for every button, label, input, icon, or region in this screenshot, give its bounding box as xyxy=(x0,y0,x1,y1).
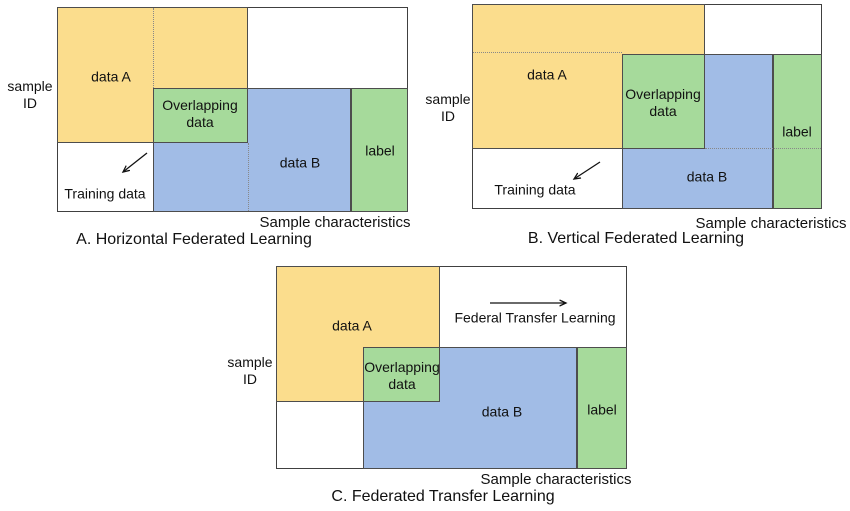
panel-c-data-b-label: data B xyxy=(481,403,523,420)
panel-a-sample-id-line2: ID xyxy=(22,95,37,111)
panel-c-overlap-label-line1: Overlapping xyxy=(364,358,440,375)
panel-b-data-b-label: data B xyxy=(686,168,728,185)
panel-a-dotted-divider-bottom xyxy=(248,143,249,211)
panel-c-overlap-label: Overlapping data xyxy=(364,359,440,393)
panel-b-dotted-divider-left xyxy=(473,52,622,53)
panel-c-label-label: label xyxy=(587,401,617,418)
panel-b-data-a-label: data A xyxy=(527,66,567,83)
panel-c-data-a-label: data A xyxy=(332,317,372,334)
panel-c-sample-characteristics-label: Sample characteristics xyxy=(480,470,632,488)
panel-b-dotted-divider-right xyxy=(705,148,821,149)
panel-a-sample-id-axis-label: sample ID xyxy=(7,78,52,112)
panel-c-sample-id-line2: ID xyxy=(242,371,257,387)
panel-c-sample-id-axis-label: sample ID xyxy=(227,354,272,388)
panel-a-overlap-label: Overlapping data xyxy=(162,97,238,131)
panel-a-sample-characteristics-label: Sample characteristics xyxy=(259,213,411,231)
panel-a-label-label: label xyxy=(365,142,395,159)
panel-a-label-region xyxy=(351,88,408,212)
panel-c-sample-id-line1: sample xyxy=(227,353,273,370)
panel-a-overlap-label-line2: data xyxy=(186,114,214,130)
panel-b-sample-id-axis-label: sample ID xyxy=(425,91,470,125)
panel-a-data-a-label: data A xyxy=(91,68,131,85)
panel-c-overlap-label-line2: data xyxy=(388,376,416,392)
panel-c-caption: C. Federated Transfer Learning xyxy=(331,488,555,506)
panel-c-transfer-learning-label: Federal Transfer Learning xyxy=(454,309,616,326)
panel-b-label-region xyxy=(773,54,822,209)
panel-c-overlap-region xyxy=(363,347,440,402)
panel-b-overlap-label-line1: Overlapping xyxy=(625,85,701,102)
panel-b-label-label: label xyxy=(782,123,812,140)
panel-a-overlap-label-line1: Overlapping xyxy=(162,96,238,113)
panel-a-overlap-region xyxy=(153,88,248,143)
panel-c-label-region xyxy=(577,347,627,469)
panel-a-sample-id-line1: sample xyxy=(7,77,53,94)
panel-a-caption: A. Horizontal Federated Learning xyxy=(76,231,312,249)
panel-a-dotted-divider-top xyxy=(153,8,154,88)
panel-b-overlap-label: Overlapping data xyxy=(625,86,701,120)
panel-b-sample-characteristics-label: Sample characteristics xyxy=(695,214,847,232)
panel-b-overlap-label-line2: data xyxy=(649,103,677,119)
panel-b-caption: B. Vertical Federated Learning xyxy=(527,230,745,248)
panel-b-sample-id-line1: sample xyxy=(425,90,471,107)
panel-b-training-data-label: Training data xyxy=(494,181,576,198)
panel-b-overlap-region xyxy=(622,54,705,149)
panel-a-training-data-label: Training data xyxy=(64,185,146,202)
panel-b-sample-id-line2: ID xyxy=(440,108,455,124)
panel-a-data-b-label: data B xyxy=(279,154,321,171)
